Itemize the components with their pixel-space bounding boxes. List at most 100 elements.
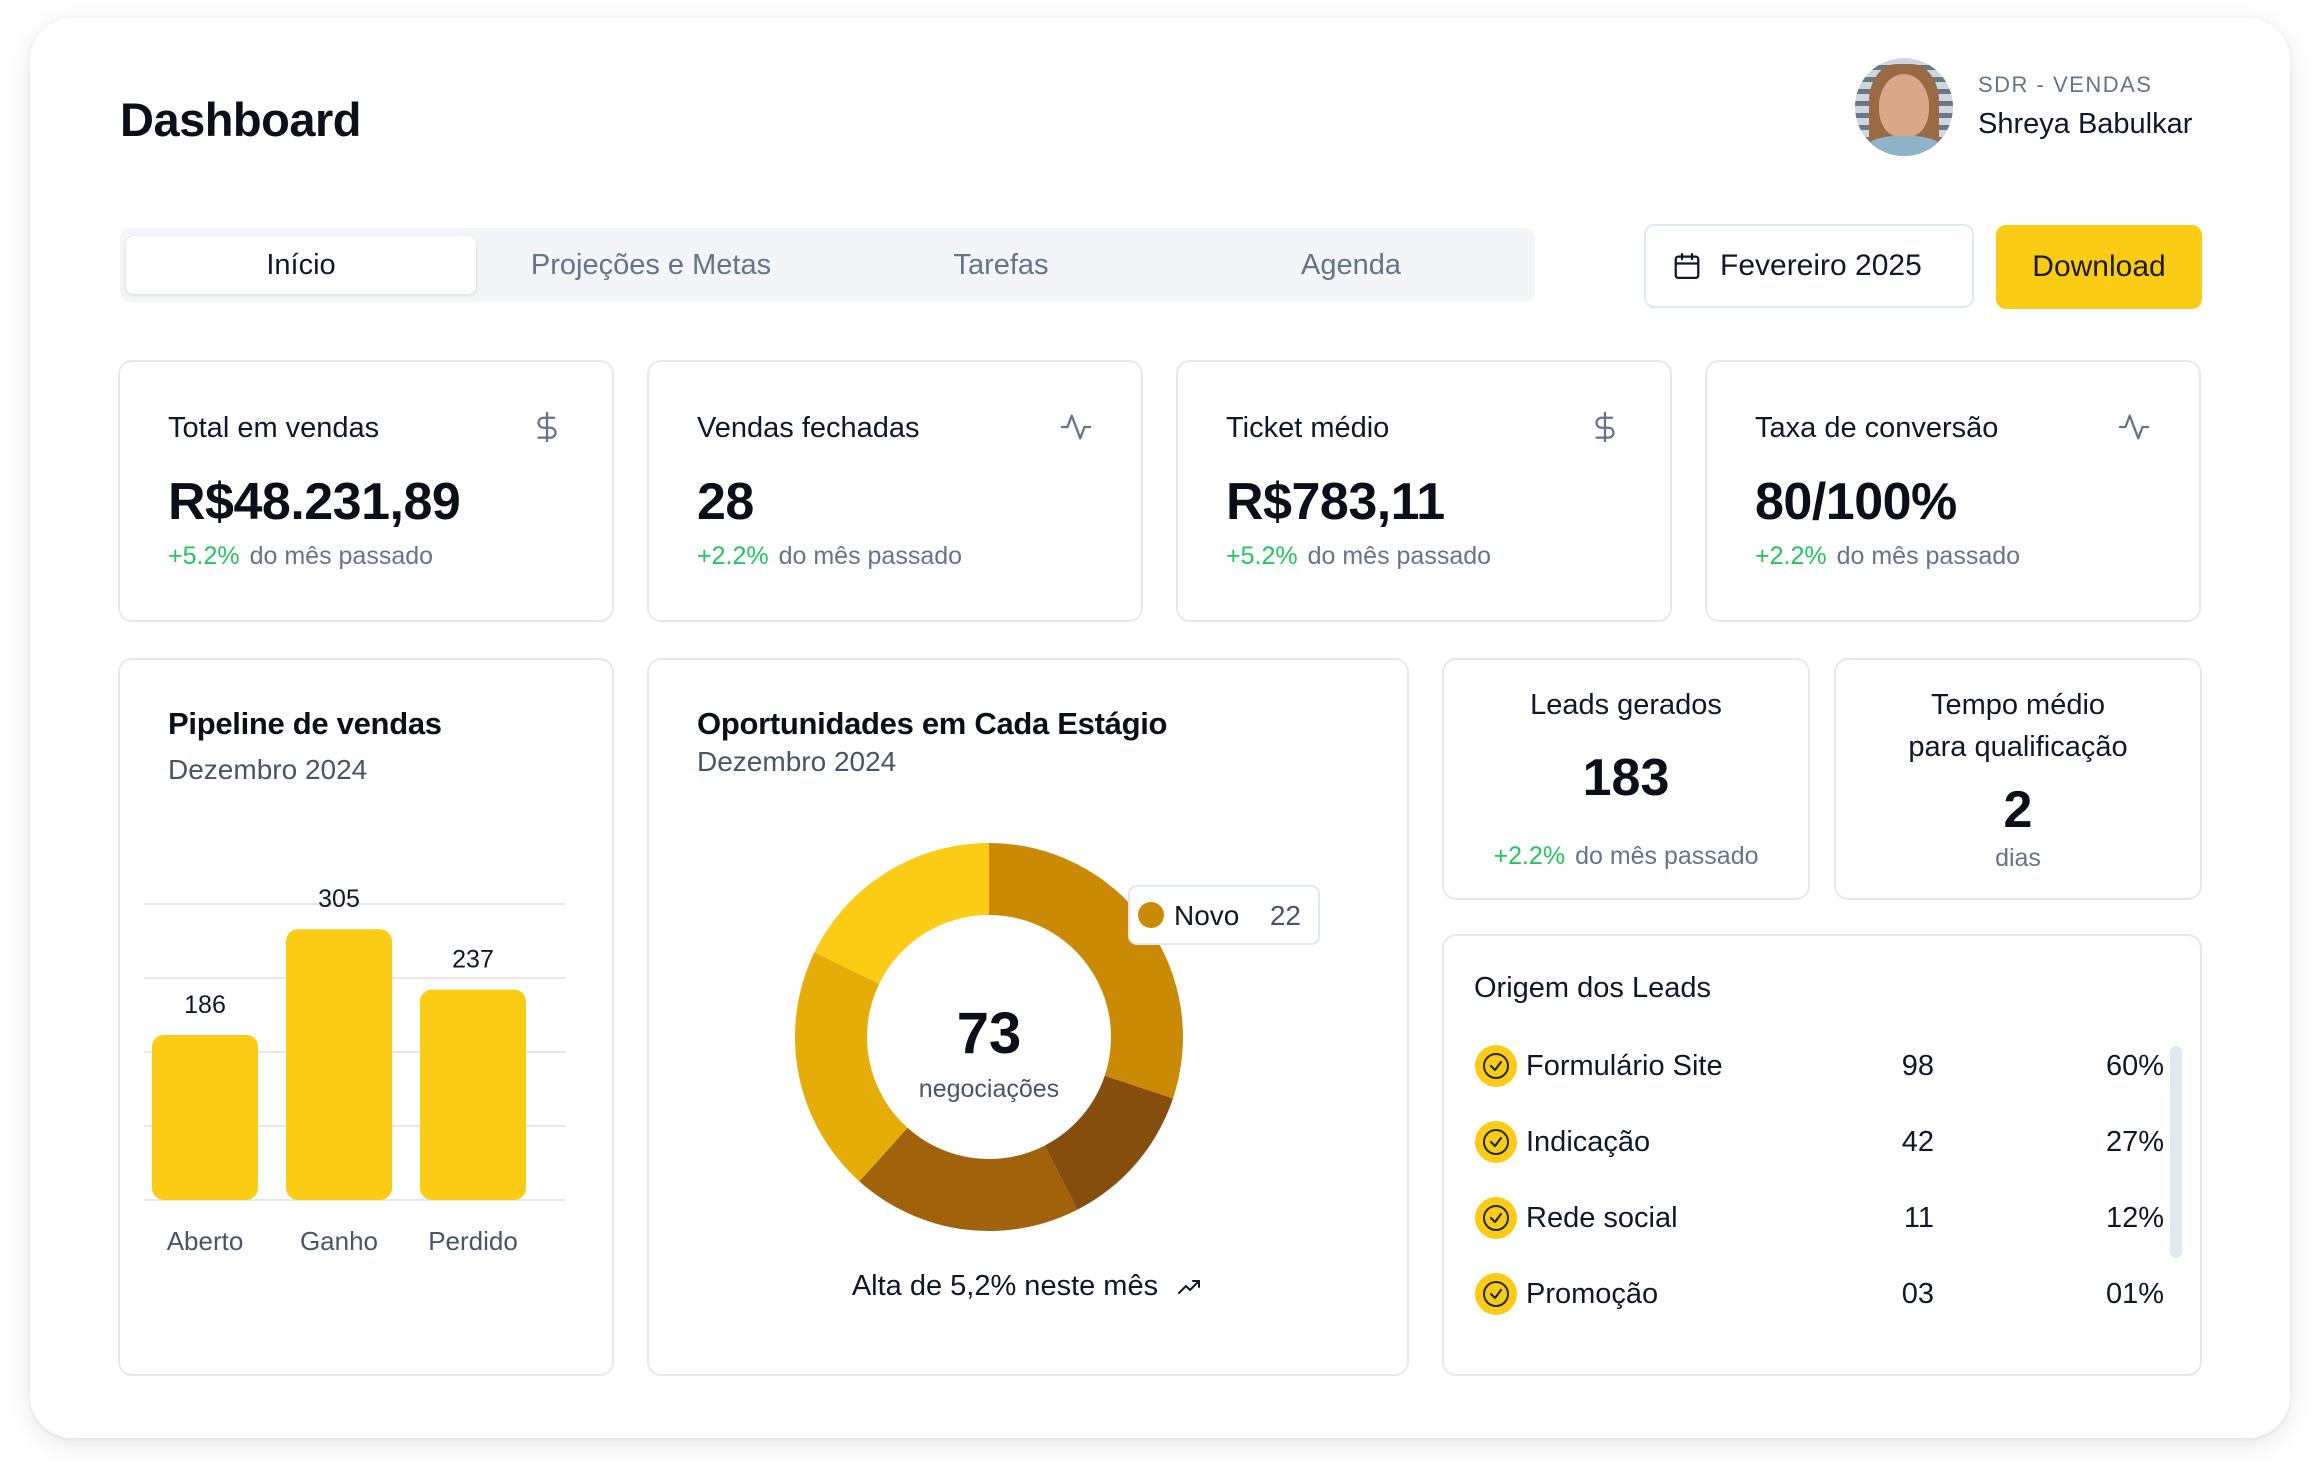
date-picker-label: Fevereiro 2025: [1720, 249, 1922, 282]
stat-card-ticket-medio: Ticket médio R$783,11 +5.2% do mês passad…: [1176, 360, 1672, 622]
tab-inicio[interactable]: Início: [126, 236, 476, 294]
qualification-unit: dias: [1995, 844, 2041, 872]
tab-agenda[interactable]: Agenda: [1301, 248, 1401, 281]
stat-value: 28: [697, 473, 754, 531]
list-item[interactable]: Formulário Site 98 60%: [1474, 1038, 2164, 1094]
origin-label: Formulário Site: [1526, 1050, 1723, 1082]
check-circle-icon: [1475, 1045, 1517, 1087]
opportunities-subtitle: Dezembro 2024: [697, 746, 897, 777]
leads-change: +2.2%: [1493, 842, 1566, 870]
origin-percent: 60%: [2105, 1050, 2164, 1082]
activity-icon: [2118, 414, 2150, 440]
bar-category-label: Ganho: [300, 1226, 378, 1256]
check-circle-icon: [1475, 1273, 1517, 1315]
qualification-card: Tempo médio para qualificação 2 dias: [1834, 658, 2202, 900]
stat-change: +5.2%: [1226, 542, 1298, 570]
origin-count: 42: [1901, 1126, 1934, 1158]
stat-value: R$783,11: [1226, 473, 1445, 531]
leads-title: Leads gerados: [1530, 689, 1722, 721]
stat-title: Total em vendas: [168, 412, 380, 444]
donut-slice-4[interactable]: [814, 843, 989, 984]
origin-label: Rede social: [1526, 1202, 1678, 1234]
bar-category-label: Aberto: [167, 1226, 244, 1256]
stat-card-taxa-conversao: Taxa de conversão 80/100% +2.2% do mês pa…: [1705, 360, 2201, 622]
origin-label: Indicação: [1526, 1126, 1651, 1158]
opportunities-donut-chart: 73 negociações Novo 22: [795, 843, 1320, 1231]
origin-count: 11: [1903, 1202, 1934, 1234]
opportunities-card: Oportunidades em Cada Estágio Dezembro 2…: [647, 658, 1409, 1376]
pipeline-bar-chart: 186 Aberto 305 Ganho 237 Perdido: [144, 885, 566, 1256]
opportunities-footer: Alta de 5,2% neste mês: [649, 1270, 1407, 1303]
opportunities-footer-text: Alta de 5,2% neste mês: [851, 1270, 1159, 1302]
pipeline-card: Pipeline de vendas Dezembro 2024 186 Aber…: [118, 658, 614, 1376]
page-title: Dashboard: [120, 93, 362, 146]
donut-slice-novo[interactable]: [989, 843, 1183, 1099]
donut-slice-2[interactable]: [859, 1127, 1078, 1231]
qualification-title-line2: para qualificação: [1908, 731, 2128, 763]
list-item[interactable]: Rede social 11 12%: [1474, 1190, 2164, 1246]
calendar-icon: [1674, 253, 1700, 279]
stat-card-total-vendas: Total em vendas R$48.231,89 +5.2% do mês …: [118, 360, 614, 622]
stat-card-vendas-fechadas: Vendas fechadas 28 +2.2% do mês passado: [647, 360, 1143, 622]
qualification-value: 2: [2003, 781, 2033, 839]
list-item[interactable]: Indicação 42 27%: [1474, 1114, 2164, 1170]
lead-origin-scrollbar[interactable]: [2170, 1046, 2182, 1258]
stat-value: R$48.231,89: [168, 473, 461, 531]
bar-aberto[interactable]: [152, 1034, 258, 1200]
stat-title: Vendas fechadas: [697, 412, 920, 444]
bar-value-label: 186: [184, 991, 226, 1019]
bar-category-label: Perdido: [428, 1226, 518, 1256]
stat-note: do mês passado: [249, 542, 434, 570]
activity-icon: [1060, 414, 1092, 440]
tooltip-value: 22: [1270, 900, 1301, 931]
origin-percent: 12%: [2105, 1202, 2164, 1234]
trending-up-icon: [1178, 1280, 1201, 1295]
user-role: SDR - VENDAS: [1978, 72, 2153, 97]
check-circle-icon: [1475, 1121, 1517, 1163]
stat-change: +2.2%: [697, 542, 769, 570]
check-circle-icon: [1475, 1197, 1517, 1239]
leads-card: Leads gerados 183 +2.2% do mês passado: [1442, 658, 1810, 900]
bar-value-label: 305: [318, 885, 360, 913]
download-button[interactable]: Download: [1996, 225, 2202, 309]
lead-origin-card: Origem dos Leads Formulário Site 98 60% …: [1442, 934, 2202, 1376]
stat-title: Ticket médio: [1226, 412, 1390, 444]
bar-value-label: 237: [452, 946, 494, 974]
stat-change: +5.2%: [168, 542, 240, 570]
tab-bar: Início Projeções e Metas Tarefas Agenda: [120, 228, 1535, 302]
donut-slice-1[interactable]: [1044, 1075, 1173, 1210]
tooltip-swatch: [1138, 902, 1164, 928]
origin-label: Promoção: [1526, 1278, 1659, 1310]
stat-change: +2.2%: [1755, 542, 1827, 570]
qualification-title-line1: Tempo médio: [1930, 689, 2106, 721]
stat-note: do mês passado: [1836, 542, 2021, 570]
list-item[interactable]: Promoção 03 01%: [1474, 1266, 2164, 1322]
origin-percent: 27%: [2105, 1126, 2164, 1158]
user-name: Shreya Babulkar: [1978, 108, 2193, 140]
tab-tarefas[interactable]: Tarefas: [953, 248, 1049, 281]
dollar-icon: [537, 411, 557, 443]
donut-slice-3[interactable]: [795, 952, 908, 1182]
stat-note: do mês passado: [1307, 542, 1492, 570]
pipeline-title: Pipeline de vendas: [168, 706, 442, 741]
origin-count: 98: [1901, 1050, 1934, 1082]
leads-note: do mês passado: [1575, 842, 1759, 870]
leads-value: 183: [1582, 749, 1670, 807]
pipeline-subtitle: Dezembro 2024: [168, 754, 368, 785]
donut-center-label: negociações: [919, 1075, 1059, 1103]
date-picker-button[interactable]: Fevereiro 2025: [1644, 224, 1974, 308]
lead-origin-title: Origem dos Leads: [1474, 972, 1711, 1004]
tooltip-label: Novo: [1174, 900, 1239, 931]
user-avatar[interactable]: [1855, 58, 1953, 156]
origin-count: 03: [1901, 1278, 1934, 1310]
tab-projecoes-metas[interactable]: Projeções e Metas: [530, 248, 772, 281]
bar-perdido[interactable]: [420, 989, 526, 1200]
donut-center-value: 73: [957, 1001, 1022, 1066]
dollar-icon: [1595, 411, 1615, 443]
stat-title: Taxa de conversão: [1755, 412, 1999, 444]
stat-value: 80/100%: [1755, 473, 1957, 531]
stat-note: do mês passado: [778, 542, 963, 570]
bar-ganho[interactable]: [286, 929, 392, 1200]
donut-tooltip: Novo 22: [1128, 885, 1320, 945]
origin-percent: 01%: [2105, 1278, 2164, 1310]
